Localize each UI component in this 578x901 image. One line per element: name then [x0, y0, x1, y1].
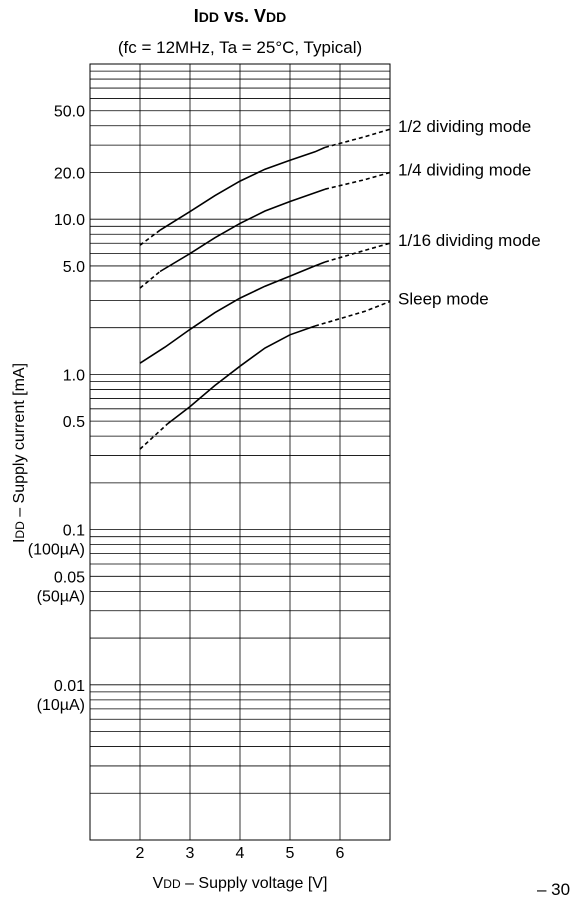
y-tick-label: 0.1 [63, 523, 85, 540]
series-label: 1/4 dividing mode [398, 160, 531, 179]
x-tick-labels: 2 3 4 5 6 [136, 845, 345, 862]
y-tick-label: 50.0 [54, 104, 85, 121]
series-line-solid [159, 188, 326, 273]
y-tick-label: 1.0 [63, 367, 85, 384]
y-tick-label: 0.05 [54, 569, 85, 586]
series-line-solid [167, 325, 316, 425]
series-line-dashed [314, 300, 391, 327]
chart-title: IDD vs. VDD [194, 6, 287, 26]
series-lines [139, 128, 391, 450]
y-axis-label: IDD – Supply current [mA] [11, 363, 28, 543]
y-tick-label: 0.5 [63, 414, 85, 431]
x-tick-label: 5 [286, 845, 295, 862]
plot-frame [89, 63, 391, 841]
y-tick-label: 5.0 [63, 259, 85, 276]
series-label: 1/2 dividing mode [398, 117, 531, 136]
grid [90, 64, 390, 840]
series-line-dashed [139, 423, 169, 450]
series-line-dashed [324, 128, 391, 149]
page-number-fragment: – 30 [537, 880, 570, 899]
x-tick-label: 6 [336, 845, 345, 862]
series-label: 1/16 dividing mode [398, 231, 541, 250]
x-tick-label: 4 [236, 845, 245, 862]
y-tick-sublabel: (100µA) [28, 542, 85, 559]
y-tick-label: 10.0 [54, 212, 85, 229]
x-tick-label: 2 [136, 845, 145, 862]
series-line-solid [139, 261, 326, 364]
series-label: Sleep mode [398, 289, 489, 308]
x-axis-label: VDD – Supply voltage [V] [153, 875, 328, 892]
series-line-dashed [324, 242, 391, 263]
y-tick-labels: 50.0 20.0 10.0 5.0 1.0 0.5 0.1 (100µA) 0.05 (50µA… [28, 104, 85, 714]
chart-subtitle: (fc = 12MHz, Ta = 25°C, Typical) [118, 38, 362, 57]
series-line-solid [159, 146, 326, 231]
y-tick-label: 0.01 [54, 678, 85, 695]
y-tick-sublabel: (10µA) [37, 697, 85, 714]
series-labels: 1/2 dividing mode 1/4 dividing mode 1/16 d… [398, 117, 541, 308]
x-tick-label: 3 [186, 845, 195, 862]
series-line-dashed [324, 171, 391, 190]
series-line-dashed [139, 270, 161, 289]
y-tick-label: 20.0 [54, 165, 85, 182]
y-tick-sublabel: (50µA) [37, 588, 85, 605]
